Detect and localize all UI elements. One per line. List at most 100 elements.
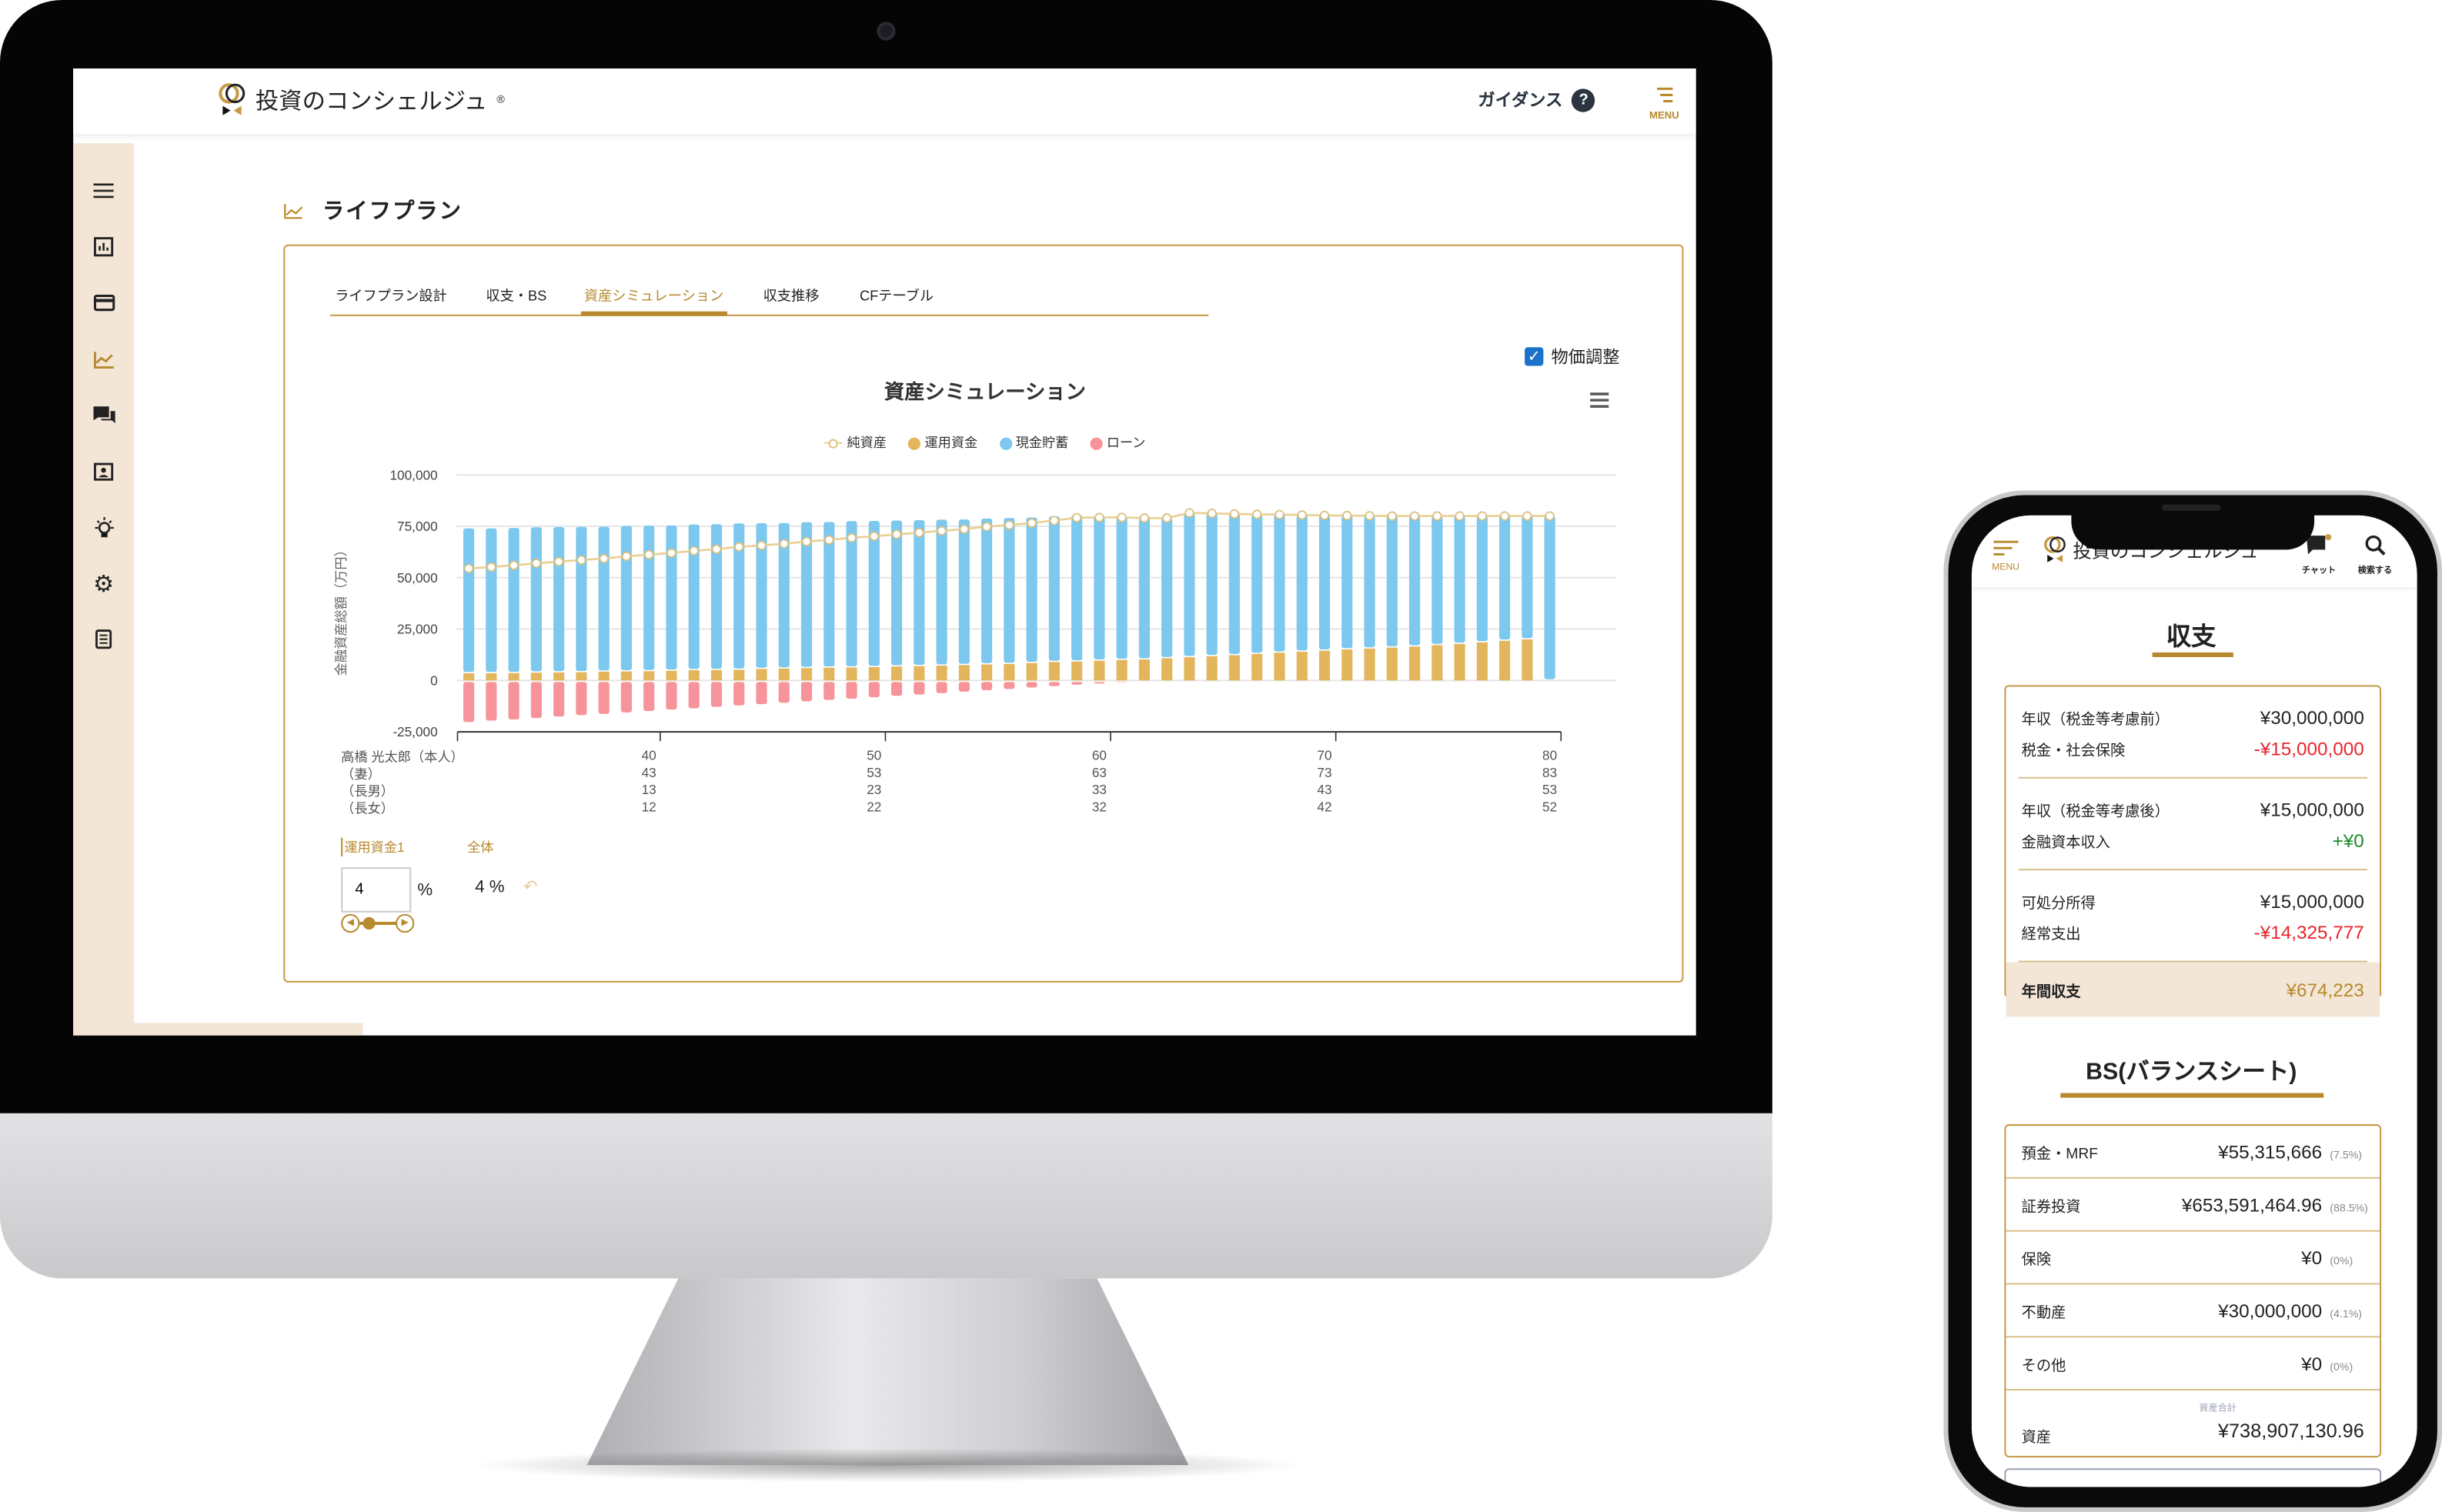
annual-balance-label: 年間収支 [2021, 983, 2081, 1001]
bar-cash [1341, 516, 1353, 649]
net-assets-point [734, 542, 744, 552]
checkbox-checked-icon[interactable]: ✓ [1525, 347, 1544, 366]
bar-investment [486, 673, 497, 681]
net-assets-point [1117, 512, 1127, 522]
tab-income-trend[interactable]: 収支推移 [763, 288, 820, 304]
bs-total-caption: 資産合計 [2199, 1404, 2237, 1414]
net-assets-point [599, 553, 609, 564]
bar-cash [1206, 513, 1218, 656]
bar-loan [823, 682, 835, 700]
page-title: ライフプラン [322, 197, 463, 223]
bar-cash [868, 521, 880, 666]
bar-cash [530, 527, 542, 672]
menu-icon [1656, 87, 1672, 103]
bar-cash [1161, 518, 1173, 657]
question-circle-icon: ? [1572, 88, 1595, 112]
age-value: 43 [641, 764, 656, 780]
undo-icon[interactable]: ↶ [523, 878, 538, 897]
net-assets-point [981, 522, 992, 532]
bar-cash [1318, 515, 1331, 649]
net-assets-point [757, 540, 767, 550]
income-row: 年収（税金等考慮後） ¥15,000,000 [2019, 794, 2367, 825]
bar-cash [643, 526, 655, 670]
slider-increment-icon[interactable]: ▶ [395, 913, 415, 933]
bar-investment [1386, 647, 1398, 681]
phone-search-button[interactable]: 検索する [2358, 534, 2392, 576]
phone-chat-button[interactable]: チャット [2302, 534, 2336, 576]
age-value: 13 [641, 781, 656, 798]
credit-card-icon[interactable] [92, 291, 115, 314]
gear-icon[interactable]: ⚙ [92, 570, 115, 598]
tab-asset-simulation[interactable]: 資産シミュレーション [583, 288, 724, 304]
brand-logo[interactable]: 投資のコンシェルジュ ® [218, 82, 505, 117]
net-assets-point [1342, 510, 1352, 521]
bar-cash [1386, 516, 1398, 646]
net-assets-point [1207, 508, 1217, 519]
guidance-button[interactable]: ガイダンス ? [1478, 87, 1595, 112]
rate-input[interactable] [341, 867, 412, 913]
bar-investment [1206, 656, 1218, 681]
age-table: 高橋 光太郎（本人） 40 50 60 70 80 （妻） 43 53 63 73 83 （長男） 13 2… [341, 747, 1649, 816]
bs-row-label: 預金・MRF [2021, 1145, 2098, 1163]
legend-item-net-assets[interactable]: 純資産 [824, 433, 887, 452]
bar-investment [1048, 662, 1060, 681]
net-assets-point [801, 536, 812, 546]
income-row: 金融資本収入 +¥0 [2019, 826, 2367, 856]
bar-loan [643, 682, 655, 712]
tab-lifeplan-design[interactable]: ライフプラン設計 [335, 288, 447, 304]
income-row-label: 税金・社会保険 [2021, 743, 2126, 760]
legend-item-cash[interactable]: 現金貯蓄 [999, 433, 1068, 452]
bar-cash [890, 520, 903, 666]
imac-stand [586, 1278, 1189, 1466]
bar-loan [530, 682, 542, 719]
legend-item-loan[interactable]: ローン [1090, 433, 1145, 452]
income-row: 可処分所得 ¥15,000,000 [2019, 886, 2367, 916]
net-assets-point [1184, 508, 1194, 518]
tab-income-bs[interactable]: 収支・BS [486, 288, 547, 304]
tab-cf-table[interactable]: CFテーブル [860, 288, 934, 304]
net-assets-point [1027, 518, 1037, 528]
menu-button[interactable]: MENU [1649, 82, 1679, 122]
inflation-adjust-checkbox[interactable]: ✓ 物価調整 [1525, 344, 1620, 369]
subtab-fund1[interactable]: 運用資金1 [341, 837, 405, 856]
slider-thumb[interactable] [362, 916, 376, 930]
guidance-label: ガイダンス [1478, 92, 1563, 111]
subtab-all[interactable]: 全体 [467, 839, 494, 855]
bar-cash [1184, 512, 1195, 656]
income-row-value: ¥15,000,000 [2260, 890, 2364, 913]
y-tick-label: 0 [430, 673, 438, 688]
bs-row-value: ¥30,000,000 [2218, 1299, 2323, 1322]
bar-cash [1004, 518, 1015, 663]
line-chart-icon[interactable] [92, 347, 115, 370]
bar-investment [733, 669, 745, 681]
chat-icon[interactable] [92, 403, 115, 426]
bs-card: 預金・MRF ¥55,315,666 (7.5%) 証券投資 ¥653,591,… [2004, 1124, 2382, 1458]
bar-investment [1094, 660, 1105, 681]
net-assets-point [1139, 513, 1150, 523]
income-group: 可処分所得 ¥15,000,000 経常支出 -¥14,325,777 [2018, 870, 2367, 963]
age-value: 70 [1317, 747, 1332, 763]
legend-item-investment[interactable]: 運用資金 [908, 433, 977, 452]
bar-investment [778, 668, 790, 681]
logo-icon [2044, 536, 2066, 562]
lightbulb-icon[interactable] [92, 516, 115, 539]
bar-cash [576, 526, 587, 672]
bar-investment [1476, 642, 1488, 681]
desktop-screen: 投資のコンシェルジュ ® ガイダンス ? MENU ⚙ ライフ [73, 68, 1696, 1036]
age-row-label: 高橋 光太郎（本人） [341, 749, 464, 765]
chart-menu-icon[interactable] [1590, 388, 1609, 416]
profile-card-icon[interactable] [92, 459, 115, 482]
net-assets-point [824, 535, 834, 545]
slider-decrement-icon[interactable]: ◀ [341, 913, 360, 933]
income-row: 年収（税金等考慮前） ¥30,000,000 [2019, 703, 2367, 733]
phone-menu-button[interactable]: MENU [1992, 536, 2019, 573]
bs-row-label: 不動産 [2021, 1303, 2066, 1322]
bar-chart-icon[interactable] [92, 235, 115, 259]
document-icon[interactable] [92, 628, 115, 651]
chart-title: 資産シミュレーション [884, 379, 1086, 404]
hamburger-icon[interactable] [92, 179, 115, 202]
rate-slider[interactable]: ◀ ▶ [341, 913, 416, 934]
age-value: 73 [1317, 764, 1332, 780]
bs-row: その他 ¥0 (0%) [2006, 1337, 2380, 1391]
bar-cash [1138, 518, 1151, 659]
